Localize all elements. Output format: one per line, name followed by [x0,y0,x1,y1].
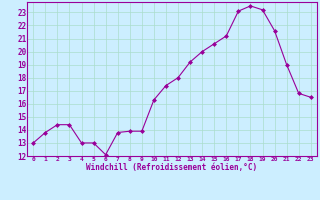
X-axis label: Windchill (Refroidissement éolien,°C): Windchill (Refroidissement éolien,°C) [86,163,258,172]
